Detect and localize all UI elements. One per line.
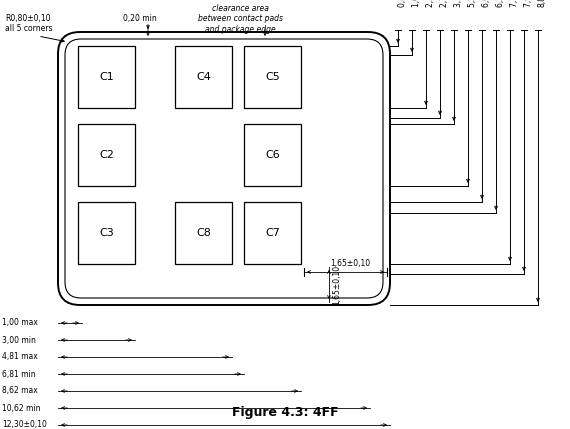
Text: C8: C8	[196, 228, 211, 238]
Bar	[78, 202, 135, 264]
Text: 1,00 max: 1,00 max	[2, 318, 38, 327]
Text: C3: C3	[99, 228, 114, 238]
Text: C5: C5	[265, 72, 280, 82]
Text: 5,25 min: 5,25 min	[468, 0, 477, 7]
Text: 7,99 min: 7,99 min	[524, 0, 533, 7]
Bar	[78, 124, 135, 186]
Text: 0,81 max: 0,81 max	[398, 0, 407, 7]
Text: 1,01 max: 1,01 max	[412, 0, 421, 7]
Text: 3,00 min: 3,00 min	[2, 335, 36, 344]
Text: R0,80±0,10
all 5 corners: R0,80±0,10 all 5 corners	[5, 14, 52, 33]
Text: C7: C7	[265, 228, 280, 238]
Text: 8,62 max: 8,62 max	[2, 387, 38, 396]
Bar	[175, 46, 232, 108]
Bar	[78, 46, 135, 108]
Text: C2: C2	[99, 150, 114, 160]
Text: 12,30±0,10: 12,30±0,10	[2, 420, 47, 429]
Text: 6,81 min: 6,81 min	[2, 369, 35, 378]
Text: 0,20 min: 0,20 min	[123, 14, 157, 23]
Text: 2,51 min: 2,51 min	[426, 0, 435, 7]
Text: C4: C4	[196, 72, 211, 82]
Bar	[244, 202, 301, 264]
Text: 2,71 min: 2,71 min	[440, 0, 449, 7]
Text: C1: C1	[99, 72, 114, 82]
Text: 1,65±0,10: 1,65±0,10	[332, 264, 341, 305]
Text: C6: C6	[265, 150, 280, 160]
Text: clearance area
between contact pads
and package edge: clearance area between contact pads and …	[197, 4, 283, 34]
Text: 8,80±0,10: 8,80±0,10	[538, 0, 547, 7]
Text: Figure 4.3: 4FF: Figure 4.3: 4FF	[231, 406, 339, 419]
Bar	[244, 46, 301, 108]
Text: 4,81 max: 4,81 max	[2, 353, 38, 362]
Text: 10,62 min: 10,62 min	[2, 404, 40, 413]
Text: 3,55 max: 3,55 max	[454, 0, 463, 7]
Text: 6,09 max: 6,09 max	[482, 0, 491, 7]
Text: 7,79 min: 7,79 min	[510, 0, 519, 7]
Text: 1,65±0,10: 1,65±0,10	[331, 259, 370, 268]
Bar	[244, 124, 301, 186]
Text: 6,29 max: 6,29 max	[496, 0, 505, 7]
FancyBboxPatch shape	[58, 32, 390, 305]
Bar	[175, 202, 232, 264]
